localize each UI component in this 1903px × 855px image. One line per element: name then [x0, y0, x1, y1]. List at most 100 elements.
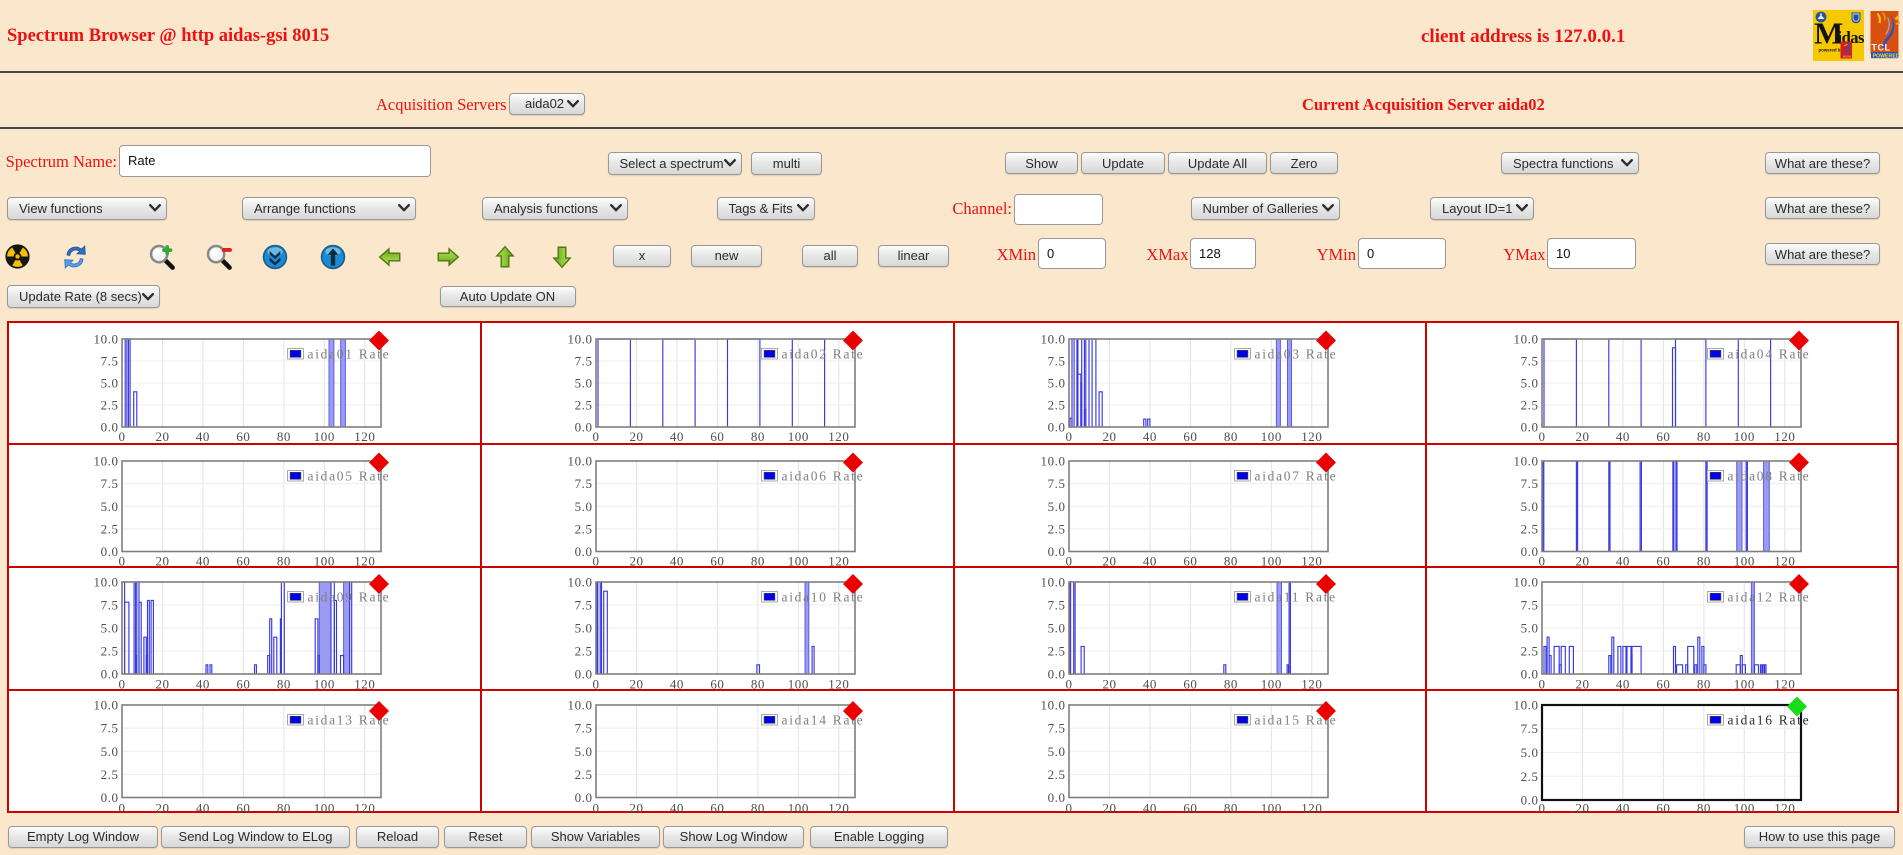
- svg-text:aida13 Rate: aida13 Rate: [307, 712, 390, 727]
- svg-text:5.0: 5.0: [1047, 744, 1065, 759]
- svg-text:0.0: 0.0: [1521, 792, 1539, 807]
- svg-text:7.5: 7.5: [574, 598, 592, 613]
- svg-text:10.0: 10.0: [567, 698, 592, 713]
- svg-text:60: 60: [1183, 677, 1197, 692]
- svg-text:40: 40: [669, 554, 683, 569]
- svg-text:0.0: 0.0: [1047, 420, 1065, 435]
- svg-text:powered by: powered by: [1819, 48, 1844, 53]
- svg-text:60: 60: [710, 429, 724, 444]
- svg-text:40: 40: [669, 677, 683, 692]
- svg-text:80: 80: [1224, 801, 1238, 816]
- svg-text:20: 20: [1102, 429, 1116, 444]
- svg-text:20: 20: [1102, 801, 1116, 816]
- svg-text:aida08 Rate: aida08 Rate: [1727, 468, 1810, 483]
- svg-text:0: 0: [1065, 677, 1072, 692]
- svg-text:60: 60: [236, 429, 250, 444]
- svg-text:10.0: 10.0: [93, 698, 118, 713]
- svg-text:20: 20: [155, 554, 169, 569]
- svg-text:120: 120: [828, 801, 849, 816]
- svg-text:0.0: 0.0: [1520, 420, 1538, 435]
- svg-text:120: 120: [828, 429, 849, 444]
- svg-text:0.0: 0.0: [1520, 667, 1538, 682]
- svg-text:5.0: 5.0: [574, 621, 592, 636]
- svg-text:80: 80: [1224, 554, 1238, 569]
- svg-text:aida12 Rate: aida12 Rate: [1727, 589, 1810, 604]
- svg-text:60: 60: [1656, 800, 1670, 815]
- svg-text:5.0: 5.0: [574, 499, 592, 514]
- svg-text:0: 0: [1538, 677, 1545, 692]
- svg-text:20: 20: [155, 801, 169, 816]
- svg-text:7.5: 7.5: [1520, 476, 1538, 491]
- svg-text:40: 40: [669, 429, 683, 444]
- svg-text:10.0: 10.0: [1513, 332, 1538, 347]
- svg-text:80: 80: [1696, 554, 1710, 569]
- svg-text:20: 20: [629, 801, 643, 816]
- svg-text:aida15 Rate: aida15 Rate: [1254, 712, 1337, 727]
- svg-text:5.0: 5.0: [574, 744, 592, 759]
- svg-text:10.0: 10.0: [1040, 332, 1065, 347]
- svg-text:20: 20: [629, 554, 643, 569]
- svg-text:60: 60: [236, 554, 250, 569]
- svg-text:aida02 Rate: aida02 Rate: [781, 346, 864, 361]
- svg-text:40: 40: [1615, 429, 1629, 444]
- svg-text:5.0: 5.0: [100, 499, 118, 514]
- svg-text:2.5: 2.5: [574, 644, 592, 659]
- svg-text:2.5: 2.5: [100, 767, 118, 782]
- svg-text:60: 60: [1183, 554, 1197, 569]
- svg-text:0: 0: [1065, 554, 1072, 569]
- svg-text:0.0: 0.0: [574, 790, 592, 805]
- svg-text:80: 80: [276, 801, 290, 816]
- svg-text:10.0: 10.0: [93, 332, 118, 347]
- svg-text:20: 20: [629, 429, 643, 444]
- svg-text:10.0: 10.0: [567, 454, 592, 469]
- svg-text:80: 80: [276, 677, 290, 692]
- svg-text:120: 120: [828, 677, 849, 692]
- svg-text:80: 80: [1696, 677, 1710, 692]
- svg-text:40: 40: [1143, 801, 1157, 816]
- svg-text:5.0: 5.0: [1047, 376, 1065, 391]
- svg-text:2.5: 2.5: [574, 398, 592, 413]
- svg-text:40: 40: [195, 429, 209, 444]
- svg-text:100: 100: [1260, 677, 1281, 692]
- svg-text:40: 40: [1616, 800, 1630, 815]
- svg-text:2.5: 2.5: [1520, 398, 1538, 413]
- svg-text:7.5: 7.5: [574, 354, 592, 369]
- svg-text:10.0: 10.0: [1513, 575, 1538, 590]
- svg-text:7.5: 7.5: [100, 598, 118, 613]
- svg-text:100: 100: [787, 677, 808, 692]
- svg-text:0.0: 0.0: [100, 667, 118, 682]
- svg-text:0: 0: [592, 429, 599, 444]
- svg-text:5.0: 5.0: [1520, 621, 1538, 636]
- svg-text:40: 40: [1143, 554, 1157, 569]
- svg-text:aida10 Rate: aida10 Rate: [781, 589, 864, 604]
- svg-text:100: 100: [1260, 429, 1281, 444]
- svg-text:80: 80: [750, 429, 764, 444]
- svg-text:60: 60: [236, 677, 250, 692]
- svg-text:7.5: 7.5: [100, 354, 118, 369]
- svg-text:0: 0: [118, 801, 125, 816]
- svg-text:MIDAS: MIDAS: [1843, 55, 1851, 59]
- svg-text:aida11 Rate: aida11 Rate: [1254, 589, 1336, 604]
- svg-text:0: 0: [1538, 800, 1545, 815]
- svg-text:10.0: 10.0: [1040, 575, 1065, 590]
- svg-text:7.5: 7.5: [1520, 598, 1538, 613]
- svg-text:2.5: 2.5: [574, 521, 592, 536]
- svg-text:80: 80: [1696, 429, 1710, 444]
- svg-text:2.5: 2.5: [1520, 521, 1538, 536]
- svg-text:aida14 Rate: aida14 Rate: [781, 712, 864, 727]
- svg-text:0.0: 0.0: [574, 420, 592, 435]
- svg-text:10.0: 10.0: [1514, 697, 1539, 712]
- svg-text:aida04 Rate: aida04 Rate: [1727, 346, 1810, 361]
- svg-text:10.0: 10.0: [567, 575, 592, 590]
- svg-text:0.0: 0.0: [100, 420, 118, 435]
- svg-text:5.0: 5.0: [100, 621, 118, 636]
- svg-text:7.5: 7.5: [1520, 354, 1538, 369]
- svg-text:60: 60: [710, 801, 724, 816]
- svg-text:10.0: 10.0: [93, 575, 118, 590]
- svg-text:120: 120: [354, 801, 375, 816]
- svg-text:120: 120: [1301, 429, 1322, 444]
- svg-text:7.5: 7.5: [574, 721, 592, 736]
- svg-text:10.0: 10.0: [93, 454, 118, 469]
- svg-text:60: 60: [1656, 429, 1670, 444]
- svg-text:80: 80: [750, 677, 764, 692]
